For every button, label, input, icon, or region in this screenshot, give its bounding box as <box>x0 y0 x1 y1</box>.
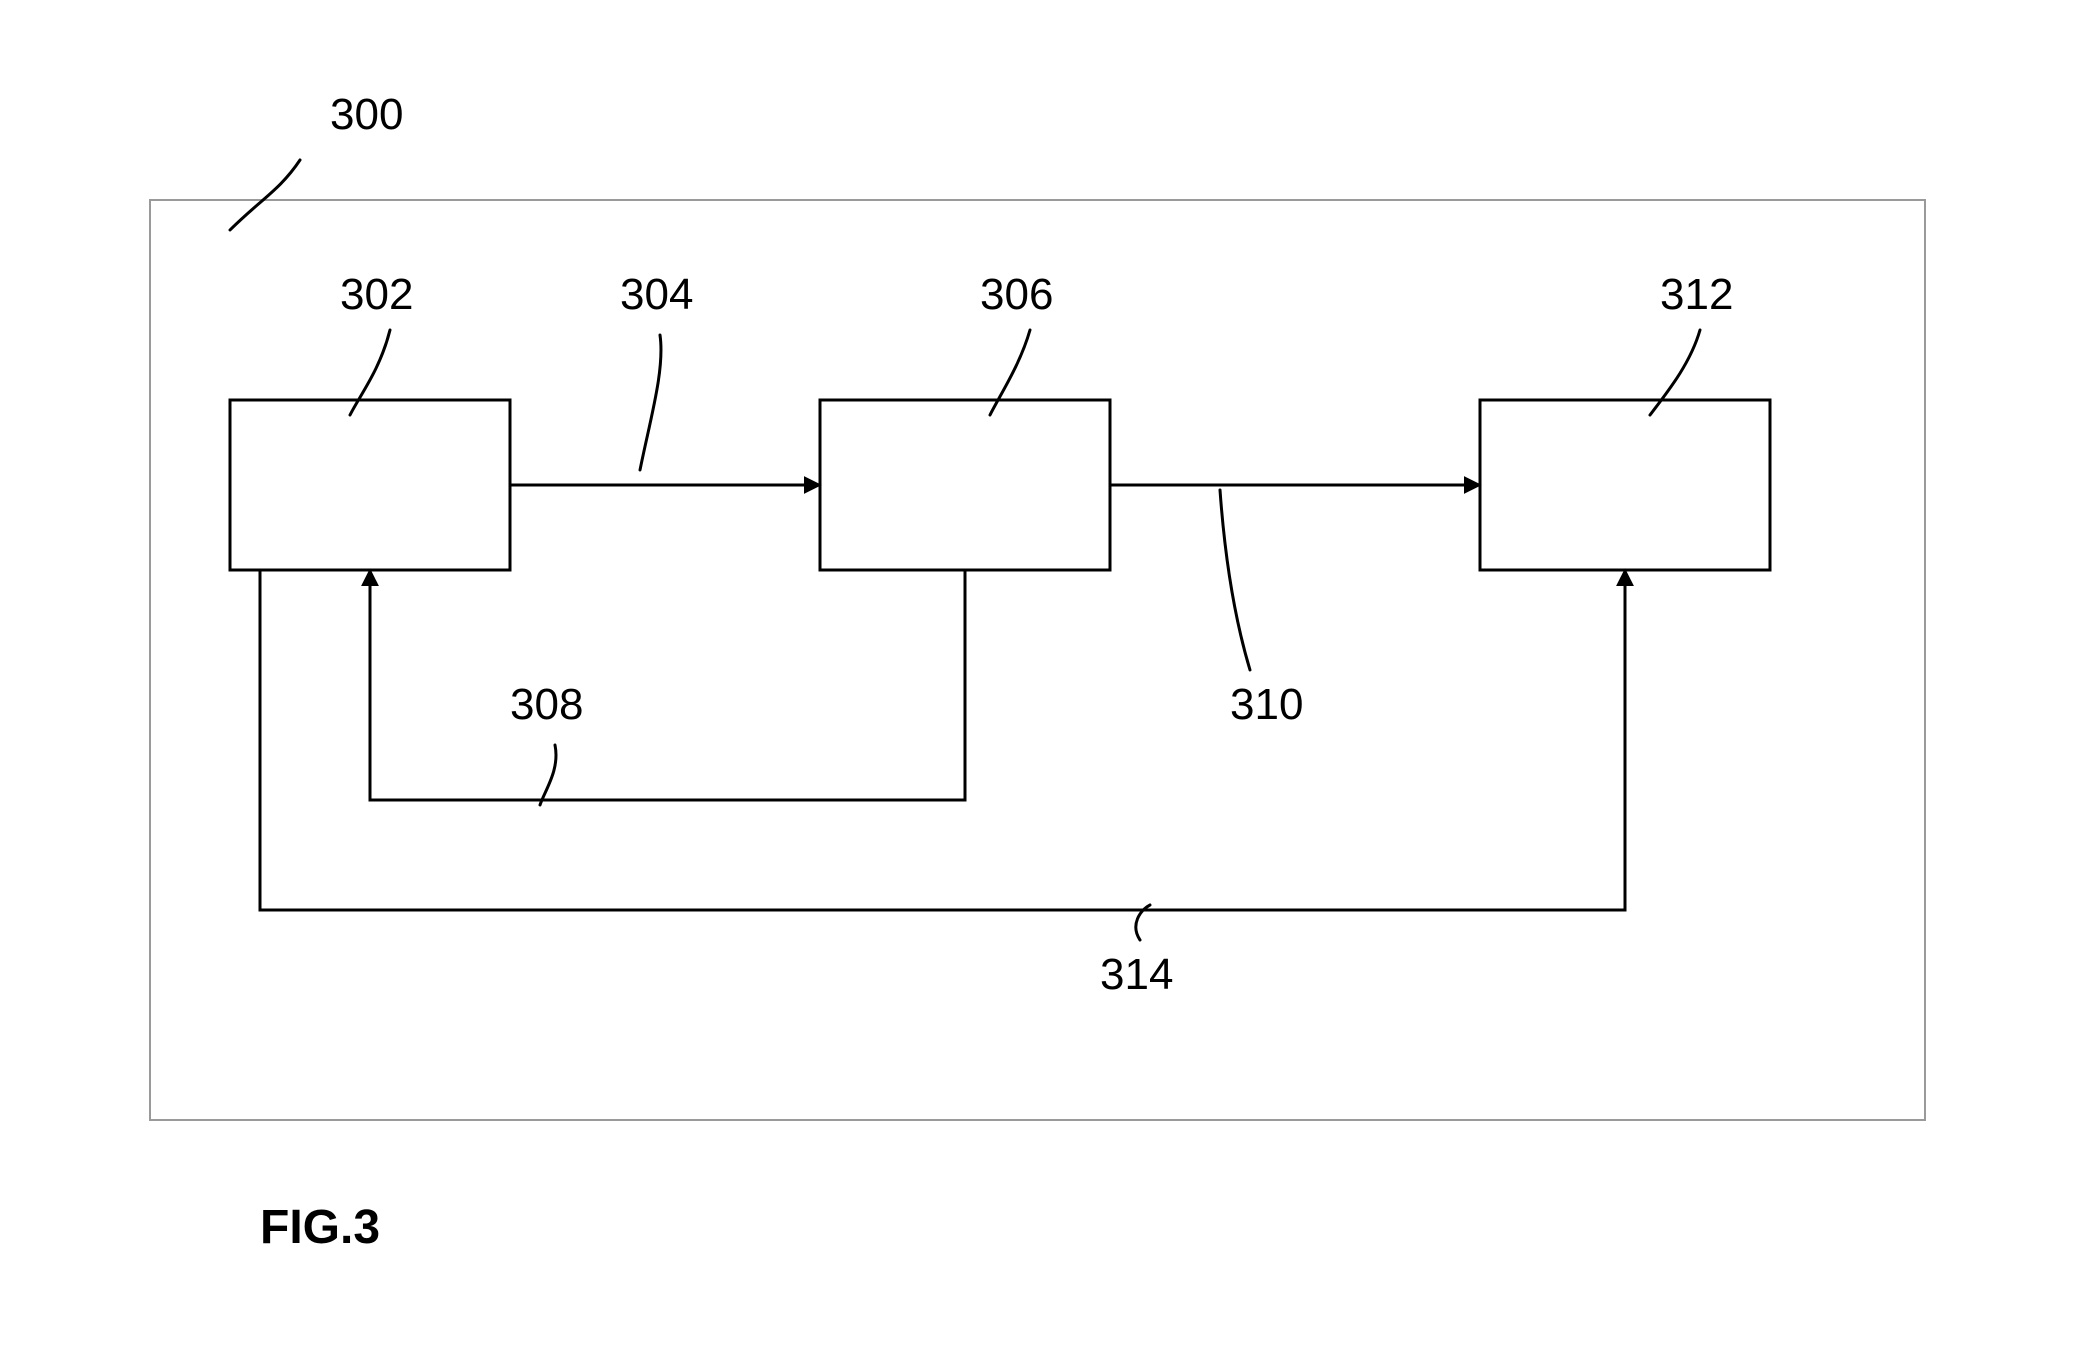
label-306: 306 <box>980 270 1053 320</box>
diagram-svg <box>0 0 2075 1363</box>
diagram-canvas: { "figure": { "type": "flowchart", "capt… <box>0 0 2075 1363</box>
label-308: 308 <box>510 680 583 730</box>
label-310: 310 <box>1230 680 1303 730</box>
label-300: 300 <box>330 90 403 140</box>
label-314: 314 <box>1100 950 1173 1000</box>
label-312: 312 <box>1660 270 1733 320</box>
figure-caption: FIG.3 <box>260 1200 380 1255</box>
label-302: 302 <box>340 270 413 320</box>
label-304: 304 <box>620 270 693 320</box>
